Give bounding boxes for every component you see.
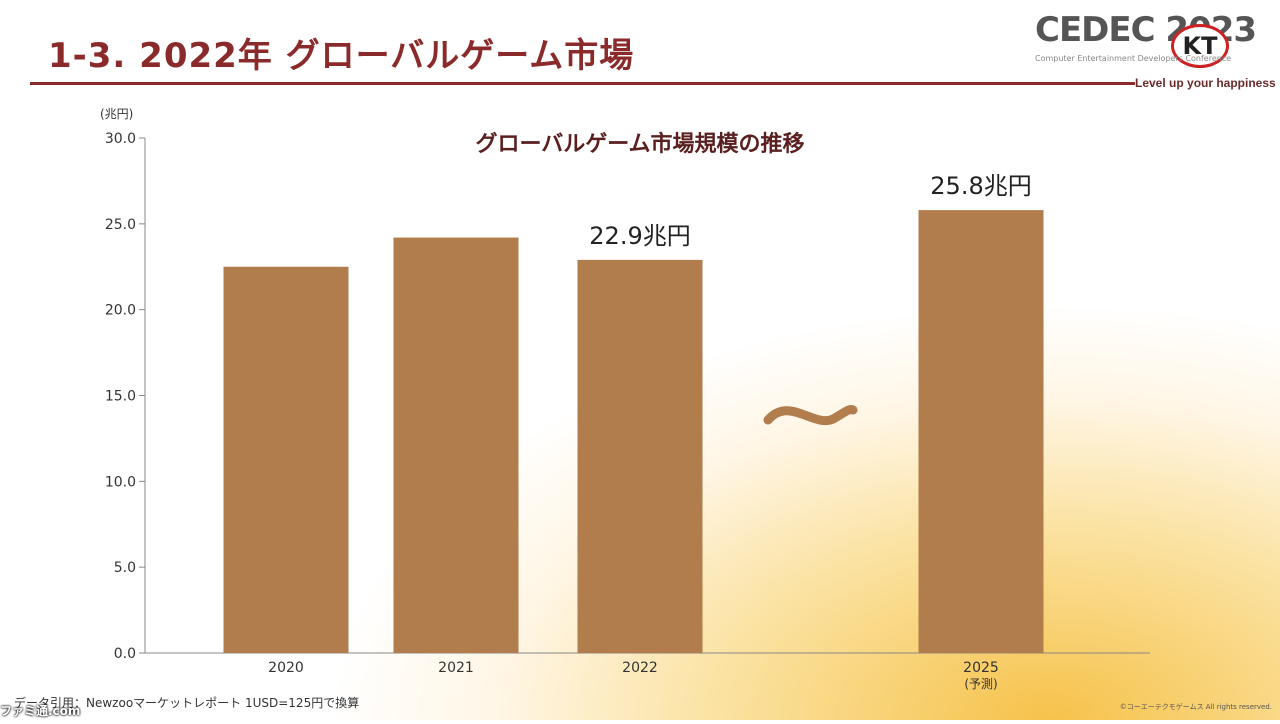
x-tick-label: 2025 xyxy=(963,660,999,676)
y-tick-label: 5.0 xyxy=(114,560,136,576)
bar-2020 xyxy=(223,266,349,653)
slide-title: 1-3. 2022年 グローバルゲーム市場 xyxy=(48,36,635,76)
title-divider xyxy=(30,82,1135,85)
kt-badge: KT xyxy=(1171,24,1229,68)
logo-tagline: Level up your happiness xyxy=(1135,76,1276,90)
y-tick-label: 15.0 xyxy=(105,389,136,405)
x-tick-label: 2020 xyxy=(268,660,304,676)
logo-subtitle: Computer Entertainment Developers Confer… xyxy=(1035,54,1232,63)
x-tick-sublabel: (予測) xyxy=(964,677,997,691)
data-label: 25.8兆円 xyxy=(930,172,1031,200)
y-tick-label: 0.0 xyxy=(114,646,136,662)
axis-break-symbol xyxy=(763,405,858,425)
y-tick-label: 10.0 xyxy=(105,474,136,490)
x-tick-label: 2021 xyxy=(438,660,474,676)
y-tick-label: 20.0 xyxy=(105,303,136,319)
bars xyxy=(223,210,1044,654)
data-label: 22.9兆円 xyxy=(589,222,690,250)
x-tick-label: 2022 xyxy=(622,660,658,676)
y-tick-label: 30.0 xyxy=(105,131,136,147)
y-tick-label: 25.0 xyxy=(105,217,136,233)
cedec-logo: CEDEC 2023 KT Computer Entertainment Dev… xyxy=(1035,8,1276,92)
x-labels: 2020 2021 2022 2025(予測) xyxy=(268,660,999,691)
watermark: ファミ通.com xyxy=(0,704,81,718)
bar-2021 xyxy=(393,237,519,654)
bar-2022 xyxy=(577,259,703,653)
data-source-note: データ引用：Newzooマーケットレポート 1USD=125円で換算 xyxy=(14,696,360,710)
bar-2025 xyxy=(918,210,1044,653)
y-unit-label: (兆円) xyxy=(100,107,133,121)
data-labels: 22.9兆円 25.8兆円 xyxy=(589,172,1031,250)
copyright-text: ©コーエーテクモゲームス All rights reserved. xyxy=(1119,703,1272,711)
chart-title: グローバルゲーム市場規模の推移 xyxy=(475,131,804,157)
y-ticks: 0.0 5.0 10.0 15.0 20.0 25.0 30.0 xyxy=(105,131,145,662)
